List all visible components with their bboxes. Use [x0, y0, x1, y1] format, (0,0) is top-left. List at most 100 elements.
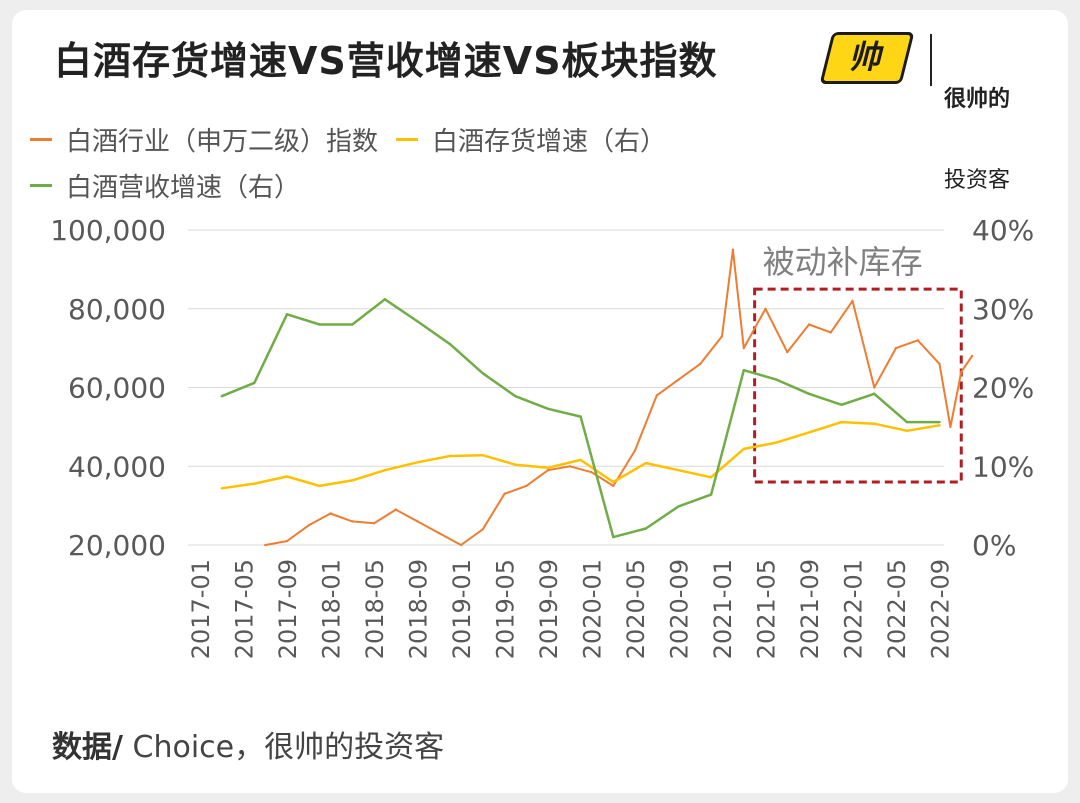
y-right-tick-label: 40% — [972, 214, 1034, 247]
source-text: Choice，很帅的投资客 — [122, 730, 445, 765]
series-line-0 — [265, 248, 973, 546]
series-point-1 — [677, 469, 680, 472]
legend-row-1: 白酒行业（申万二级）指数 白酒存货增速（右） — [30, 116, 684, 162]
series-point-2 — [416, 320, 419, 323]
series-point-2 — [383, 298, 387, 301]
logo-text: 很帅的 投资客 — [944, 32, 1010, 248]
x-tick-label: 2017-01 — [187, 559, 215, 659]
series-point-0 — [568, 465, 571, 468]
series-point-0 — [873, 386, 876, 389]
series-point-0 — [731, 248, 735, 251]
series-point-0 — [807, 323, 811, 326]
series-point-0 — [851, 299, 854, 303]
series-point-0 — [546, 469, 550, 472]
series-point-2 — [873, 392, 876, 395]
series-point-0 — [503, 492, 506, 495]
series-point-1 — [383, 469, 387, 472]
series-point-0 — [655, 394, 658, 397]
series-point-2 — [351, 323, 354, 326]
legend-swatch-revenue — [30, 183, 52, 187]
series-point-2 — [742, 369, 745, 372]
series-point-1 — [285, 475, 289, 478]
x-tick-label: 2017-09 — [274, 559, 302, 659]
series-point-0 — [894, 346, 898, 350]
series-point-1 — [448, 454, 452, 458]
legend-row-2: 白酒营收增速（右） — [30, 162, 684, 208]
series-point-0 — [285, 539, 289, 543]
series-point-1 — [905, 429, 909, 432]
series-point-2 — [612, 535, 615, 539]
series-point-2 — [709, 493, 713, 496]
series-point-2 — [285, 313, 289, 316]
x-tick-label: 2020-01 — [579, 559, 607, 659]
series-point-1 — [253, 482, 256, 485]
series-point-0 — [677, 378, 680, 381]
series-point-2 — [546, 407, 550, 410]
series-point-0 — [960, 370, 963, 373]
x-tick-label: 2018-09 — [405, 559, 433, 659]
y-right-tick-label: 10% — [972, 450, 1034, 483]
x-tick-label: 2018-01 — [318, 559, 346, 659]
x-tick-label: 2021-05 — [753, 559, 781, 659]
series-point-1 — [481, 454, 484, 457]
series-point-2 — [448, 343, 452, 346]
y-left-tick-label: 20,000 — [68, 529, 166, 562]
series-point-2 — [318, 323, 321, 326]
series-point-1 — [612, 480, 615, 484]
series-point-1 — [579, 458, 582, 462]
legend-swatch-inventory — [396, 137, 419, 141]
x-tick-label: 2018-05 — [361, 559, 389, 659]
series-point-1 — [709, 476, 713, 479]
series-point-0 — [970, 354, 974, 358]
x-tick-label: 2022-01 — [840, 559, 868, 659]
series-point-0 — [329, 512, 332, 515]
x-tick-label: 2022-09 — [927, 559, 955, 659]
y-right-tick-label: 30% — [972, 293, 1034, 326]
x-tick-label: 2020-09 — [666, 559, 694, 659]
series-point-2 — [579, 415, 582, 418]
series-point-2 — [253, 381, 256, 384]
x-tick-label: 2019-01 — [448, 559, 476, 659]
y-right-tick-label: 20% — [972, 372, 1034, 405]
series-point-2 — [220, 395, 223, 398]
chart-card — [12, 10, 1068, 793]
series-point-1 — [775, 441, 778, 444]
x-tick-label: 2017-05 — [231, 559, 259, 659]
series-point-2 — [644, 527, 648, 530]
brand-logo: 帅 很帅的 投资客 — [819, 26, 1046, 193]
series-point-1 — [514, 463, 517, 466]
y-left-tick-label: 80,000 — [68, 293, 166, 326]
series-point-1 — [840, 420, 843, 424]
legend-label-index: 白酒行业（申万二级）指数 — [66, 126, 379, 157]
series-point-0 — [525, 484, 528, 488]
logo-line-1: 很帅的 — [944, 87, 1011, 112]
series-point-0 — [742, 346, 745, 350]
x-tick-label: 2020-05 — [622, 559, 650, 659]
series-point-2 — [481, 372, 484, 375]
series-point-0 — [612, 484, 615, 488]
y-left-tick-label: 60,000 — [68, 372, 166, 405]
series-point-0 — [786, 350, 789, 354]
series-point-0 — [307, 524, 310, 527]
series-point-0 — [590, 471, 593, 474]
series-point-0 — [764, 307, 767, 310]
x-tick-label: 2022-05 — [883, 559, 911, 659]
series-point-0 — [699, 362, 702, 366]
series-point-2 — [905, 420, 909, 424]
series-point-1 — [644, 461, 648, 465]
y-right-tick-label: 0% — [972, 529, 1016, 562]
legend-label-inventory: 白酒存货增速（右） — [432, 126, 667, 157]
x-tick-label: 2019-09 — [535, 559, 563, 659]
series-point-1 — [416, 461, 419, 464]
series-point-1 — [220, 487, 223, 490]
chart-legend: 白酒行业（申万二级）指数 白酒存货增速（右） 白酒营收增速（右） — [30, 116, 684, 208]
series-point-1 — [318, 484, 321, 488]
logo-line-2: 投资客 — [944, 168, 1011, 193]
series-point-0 — [720, 335, 724, 338]
series-point-0 — [438, 532, 441, 535]
legend-item-inventory: 白酒存货增速（右） — [396, 121, 666, 158]
series-point-0 — [264, 543, 267, 547]
series-point-2 — [807, 392, 811, 395]
series-line-1 — [221, 420, 940, 490]
